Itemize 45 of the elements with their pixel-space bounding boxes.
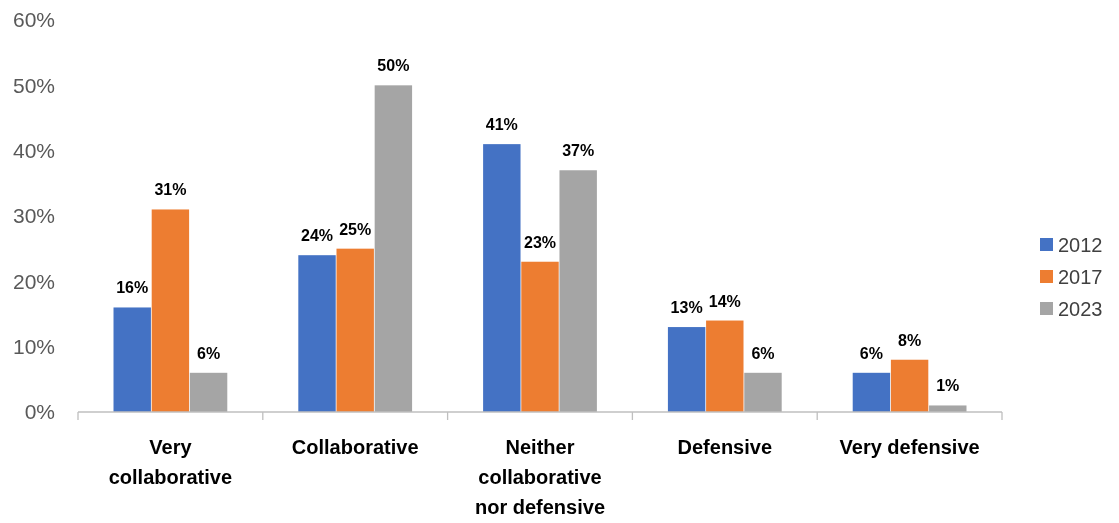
x-tick-label: Defensive: [677, 436, 773, 458]
data-label: 50%: [377, 57, 410, 75]
bar: [189, 372, 228, 412]
bar: [929, 405, 967, 412]
data-label: 13%: [670, 299, 703, 317]
data-label: 6%: [197, 344, 221, 362]
x-tick-label: Very defensive: [839, 436, 980, 458]
legend-label: 2017: [1058, 266, 1103, 288]
y-tick-label: 60%: [12, 8, 55, 32]
bar: [667, 327, 706, 412]
data-label: 37%: [562, 142, 595, 160]
data-label: 6%: [859, 344, 883, 362]
y-tick-label: 30%: [12, 204, 55, 228]
bar: [113, 307, 151, 412]
bar: [336, 248, 374, 412]
legend-label: 2012: [1058, 234, 1103, 256]
x-tick-label: Very collaborative: [108, 436, 233, 488]
bar: [890, 359, 929, 412]
data-label: 1%: [936, 377, 960, 395]
bar: [559, 170, 597, 412]
y-tick-label: 10%: [12, 335, 55, 359]
bar: [852, 372, 891, 412]
legend-label: 2023: [1058, 298, 1103, 320]
data-label: 14%: [708, 292, 741, 310]
y-tick-label: 0%: [24, 400, 55, 424]
bar: [521, 261, 559, 412]
x-tick-label: Neither collaborative nor defensive: [474, 436, 606, 518]
data-label: 23%: [523, 233, 557, 251]
x-tick-label: Collaborative: [291, 436, 419, 458]
bar: [744, 372, 782, 412]
bar: [706, 320, 744, 412]
bar: [298, 255, 336, 412]
y-tick-label: 50%: [12, 73, 55, 97]
data-label: 8%: [898, 331, 922, 349]
data-label: 6%: [751, 344, 775, 362]
bar: [374, 85, 413, 412]
bar: [151, 209, 190, 412]
bar: [483, 144, 521, 412]
data-label: 25%: [339, 220, 372, 238]
data-label: 16%: [116, 279, 149, 297]
data-label: 41%: [485, 116, 518, 134]
y-tick-label: 40%: [12, 139, 55, 163]
data-label: 31%: [154, 181, 187, 199]
y-tick-label: 20%: [12, 269, 55, 293]
data-label: 24%: [301, 227, 334, 245]
